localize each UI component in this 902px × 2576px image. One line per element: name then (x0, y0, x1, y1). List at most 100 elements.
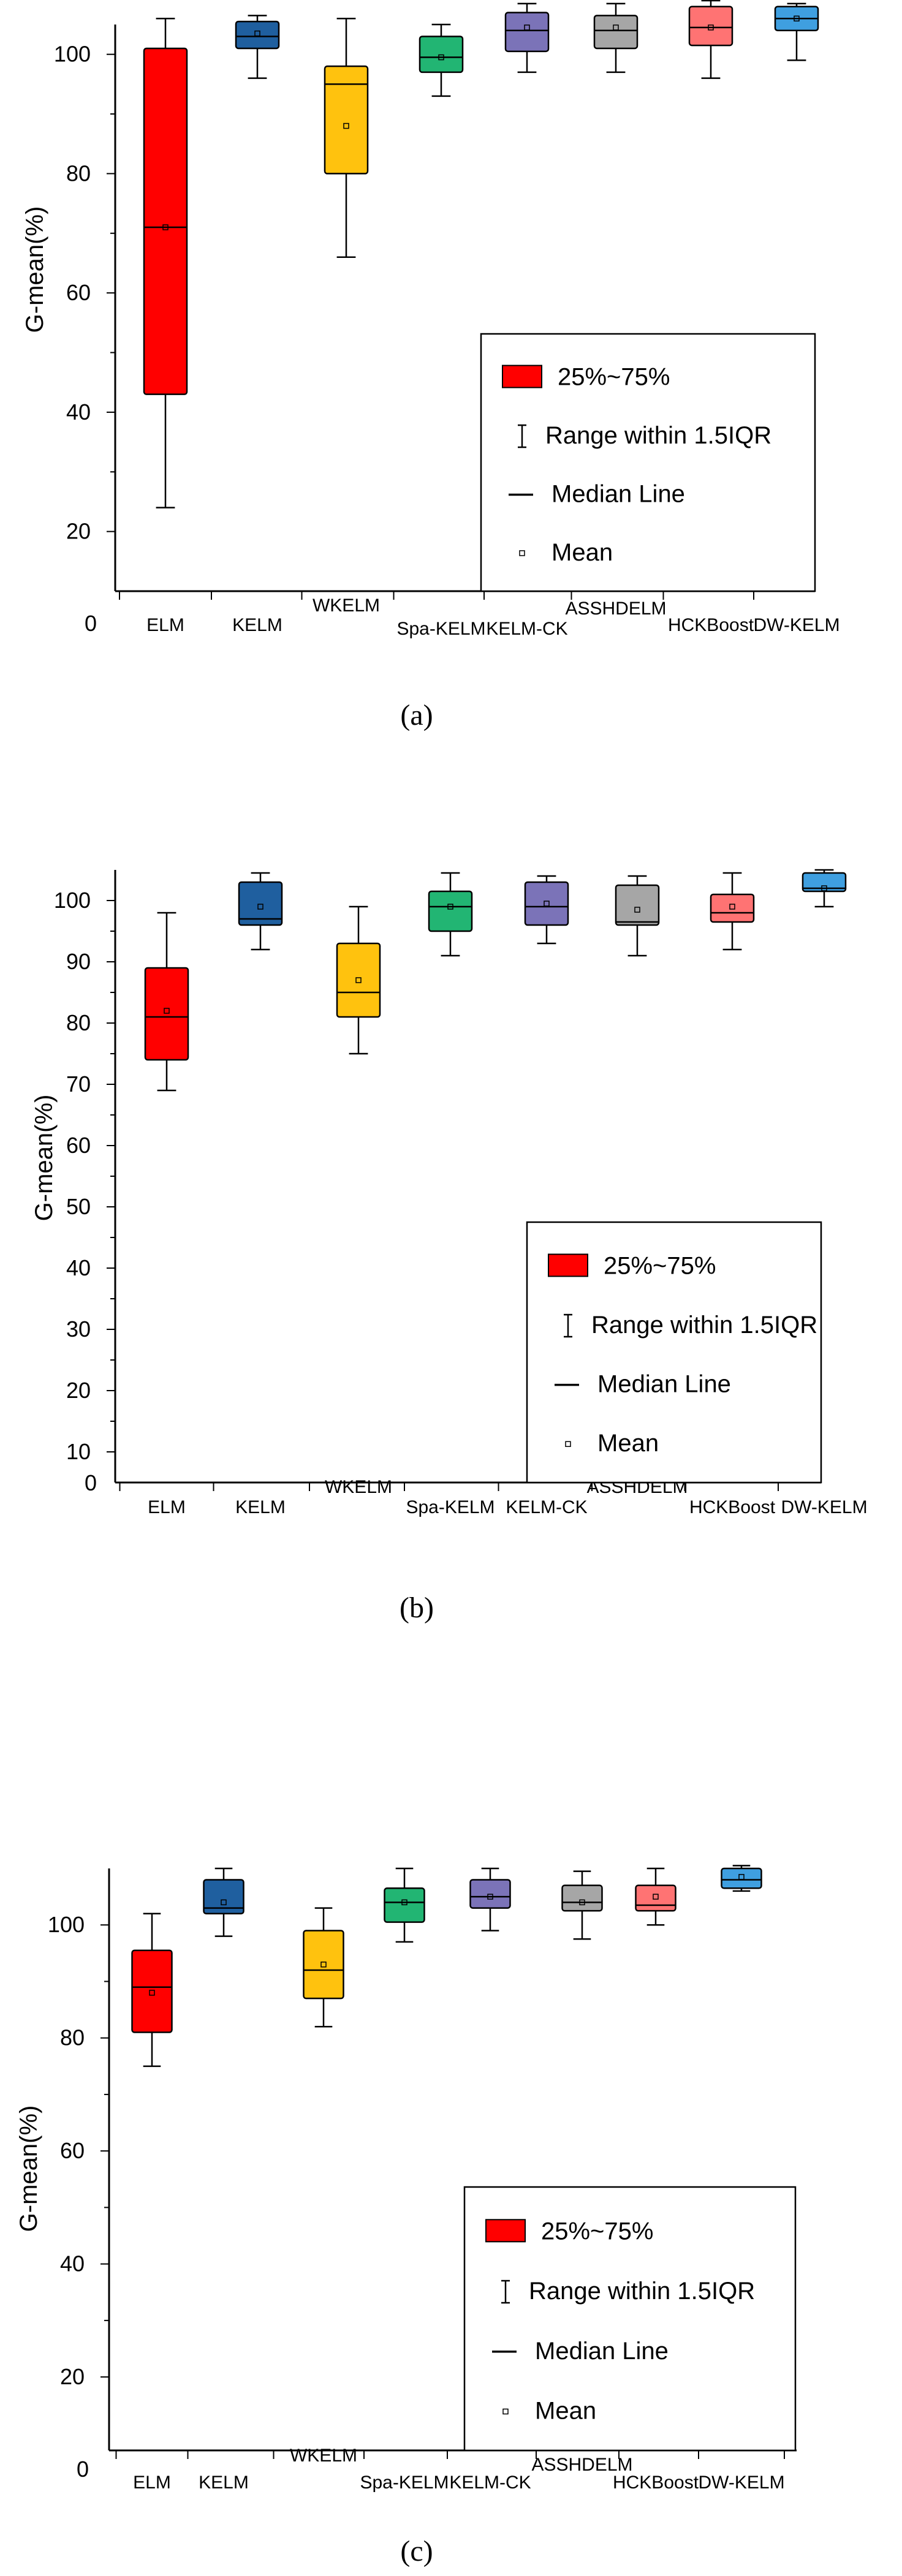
mean-marker (524, 25, 530, 31)
mean-marker (447, 904, 453, 910)
box-spa-kelm (428, 872, 473, 957)
mean-marker (438, 54, 444, 61)
legend-median-label: Median Line (551, 481, 685, 508)
category-label: Spa-KELM (396, 619, 485, 639)
category-label: HCKBoost (613, 2472, 699, 2493)
category-label: ASSHDELM (531, 2455, 632, 2475)
legend-box-swatch (502, 364, 542, 388)
mean-marker (164, 1008, 170, 1014)
y-tick-label: 90 (66, 949, 91, 974)
iqr-box (615, 884, 660, 926)
y-tick-label: 60 (66, 1133, 91, 1158)
category-label: ELM (148, 1497, 186, 1517)
iqr-box (203, 1879, 244, 1915)
iqr-box (504, 12, 550, 53)
box-kelm (235, 15, 280, 79)
legend-range-label: Range within 1.5IQR (529, 2278, 755, 2305)
iqr-box (238, 881, 283, 926)
legend-median-label: Median Line (597, 1371, 731, 1398)
box-spa-kelm (419, 23, 464, 97)
box-elm (131, 1913, 173, 2068)
mean-marker (487, 1894, 493, 1900)
origin-label: 0 (85, 611, 97, 636)
mean-marker (257, 904, 263, 910)
mean-marker (544, 901, 550, 907)
legend-box-label: 25%~75% (604, 1252, 716, 1279)
y-tick-label: 20 (60, 2364, 85, 2389)
category-label: WKELM (290, 2446, 357, 2466)
box-wkelm (336, 905, 381, 1055)
iqr-box (131, 1949, 173, 2033)
iqr-box (419, 36, 464, 74)
y-tick-label: 80 (66, 161, 91, 186)
iqr-box (303, 1930, 344, 2000)
chart-panel-b: 10 20 30 40 50 60 70 80 90 100 0 G-mean(%) ELM KELM WK… (31, 869, 868, 1624)
category-label: Spa-KELM (360, 2472, 449, 2493)
iqr-box (802, 872, 847, 893)
legend-median-label: Median Line (535, 2338, 669, 2365)
legend-mean-label: Mean (535, 2397, 596, 2424)
y-tick-label: 40 (60, 2251, 85, 2276)
category-label: Spa-KELM (406, 1497, 495, 1517)
box-kelm-ck (524, 875, 569, 945)
legend-box-label: 25%~75% (541, 2218, 653, 2245)
box-hckboost (710, 872, 755, 951)
legend: 25%~75% Range within 1.5IQR Median Line Mea… (463, 2186, 797, 2452)
mean-marker (708, 25, 714, 31)
mean-marker (729, 904, 735, 910)
mean-marker (355, 977, 362, 983)
category-label: HCKBoost (668, 615, 754, 635)
box-asshdelm (561, 1870, 603, 1940)
category-label: KELM (235, 1497, 286, 1517)
box-kelm-ck (504, 2, 550, 74)
box-hckboost (635, 1867, 676, 1926)
mean-marker (738, 1874, 745, 1880)
chart-panel-a: 20 40 60 80 100 0 G-mean(%) ELM KELM WKELM Spa-KEL… (21, 0, 840, 731)
iqr-box (524, 881, 569, 926)
iqr-box (721, 1867, 762, 1889)
category-label: KELM (199, 2472, 249, 2493)
mean-marker (343, 123, 349, 129)
mean-marker (162, 224, 169, 230)
y-tick-label: 40 (66, 1255, 91, 1280)
mean-marker (221, 1899, 227, 1906)
category-label: KELM-CK (486, 619, 567, 639)
y-tick-label: 60 (60, 2138, 85, 2163)
iqr-box (635, 1884, 676, 1912)
y-tick-label: 100 (54, 42, 91, 67)
category-label: HCKBoost (689, 1497, 776, 1517)
legend-mean-label: Mean (597, 1430, 659, 1457)
box-asshdelm (593, 2, 639, 74)
legend-mean-symbol (519, 550, 525, 556)
mean-marker (794, 15, 800, 22)
mean-marker (821, 885, 827, 891)
box-kelm (203, 1867, 244, 1937)
category-label: DW-KELM (781, 1497, 867, 1517)
box-elm (144, 912, 189, 1092)
legend: 25%~75% Range within 1.5IQR Median Line Mea… (526, 1221, 822, 1484)
y-axis-title: G-mean(%) (15, 2106, 42, 2232)
origin-label: 0 (85, 1470, 97, 1495)
iqr-box (710, 893, 755, 923)
box-kelm-ck (469, 1867, 511, 1932)
iqr-box (235, 20, 280, 50)
y-tick-label: 100 (54, 888, 91, 913)
iqr-box (143, 47, 188, 395)
box-dw-kelm (802, 869, 847, 908)
y-axis-title: G-mean(%) (31, 1095, 58, 1222)
y-tick-label: 30 (66, 1316, 91, 1342)
legend-box-label: 25%~75% (558, 364, 670, 391)
category-label: KELM (232, 615, 282, 635)
iqr-box (688, 6, 733, 47)
y-tick-label: 80 (66, 1010, 91, 1035)
panel-caption: (a) (400, 699, 433, 731)
category-label: KELM-CK (506, 1497, 587, 1517)
category-label: DW-KELM (753, 615, 839, 635)
box-dw-kelm (774, 2, 819, 61)
panel-caption: (b) (400, 1592, 434, 1624)
y-axis-title: G-mean(%) (21, 206, 48, 333)
category-label: WKELM (325, 1477, 392, 1497)
iqr-box (144, 967, 189, 1061)
y-tick-label: 20 (66, 1378, 91, 1403)
